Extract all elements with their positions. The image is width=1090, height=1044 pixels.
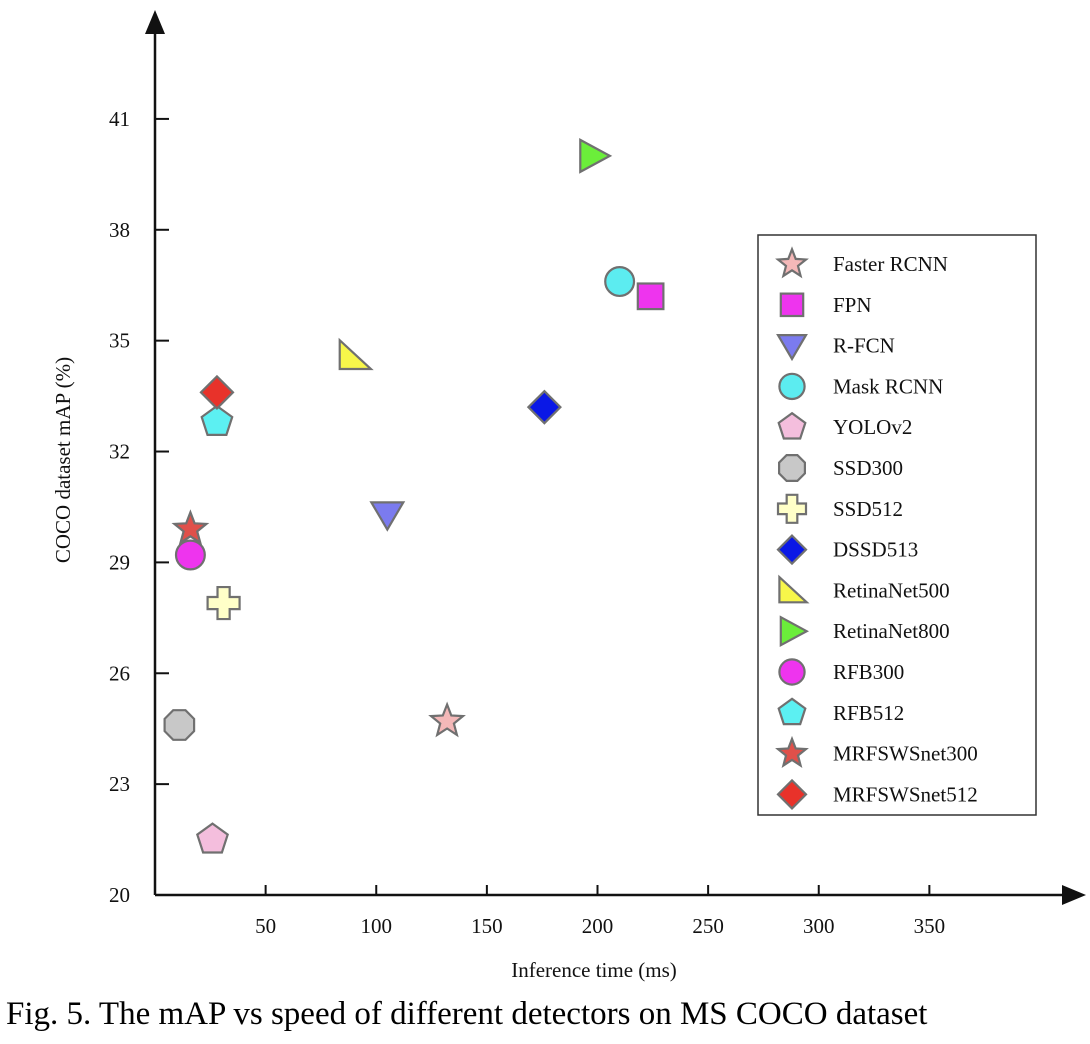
x-tick-label: 200 bbox=[582, 914, 614, 938]
y-tick-label: 26 bbox=[109, 661, 130, 685]
point-yolov2 bbox=[196, 822, 229, 854]
legend: Faster RCNN FPN R-FCN Mask RCNN YOLOv2 SSD300… bbox=[757, 234, 1037, 816]
point-rfb300 bbox=[174, 539, 206, 571]
y-tick-label: 23 bbox=[109, 772, 130, 796]
y-axis-arrow bbox=[145, 10, 165, 34]
y-tick-label: 32 bbox=[109, 440, 130, 464]
legend-label-rfb512: RFB512 bbox=[833, 701, 904, 725]
legend-marker-rfb512 bbox=[777, 697, 807, 726]
legend-marker-yolov2 bbox=[777, 411, 807, 440]
legend-marker-mrfswsnet300 bbox=[775, 735, 809, 768]
legend-label-retinanet500: RetinaNet500 bbox=[833, 578, 950, 602]
legend-marker-rfb300 bbox=[778, 658, 806, 686]
point-faster-rcnn bbox=[428, 701, 466, 738]
legend-marker-ssd512 bbox=[776, 493, 808, 524]
x-tick-label: 150 bbox=[471, 914, 503, 938]
y-tick-label: 29 bbox=[109, 550, 130, 574]
x-axis-arrow bbox=[1062, 885, 1086, 905]
legend-marker-faster-rcnn bbox=[775, 246, 809, 279]
legend-label-mrfswsnet512: MRFSWSnet512 bbox=[833, 782, 978, 806]
legend-label-ssd300: SSD300 bbox=[833, 456, 903, 480]
y-axis-title: COCO dataset mAP (%) bbox=[51, 357, 75, 563]
x-tick-label: 300 bbox=[803, 914, 835, 938]
point-retinanet500 bbox=[338, 337, 374, 371]
legend-marker-mrfswsnet512 bbox=[776, 778, 808, 810]
legend-label-mask-rcnn: Mask RCNN bbox=[833, 374, 943, 398]
scatter-chart: 50 100 150 200 250 300 350 20 23 26 29 32 35 38 41 In… bbox=[51, 10, 1086, 982]
legend-label-ssd512: SSD512 bbox=[833, 497, 903, 521]
x-tick-label: 100 bbox=[361, 914, 393, 938]
point-rfb512 bbox=[200, 404, 234, 436]
point-mrfswsnet512 bbox=[199, 374, 235, 410]
legend-label-r-fcn: R-FCN bbox=[833, 334, 895, 358]
legend-items: Faster RCNN FPN R-FCN Mask RCNN YOLOv2 SSD300… bbox=[775, 246, 978, 810]
point-mask-rcnn bbox=[604, 266, 636, 298]
data-points bbox=[163, 138, 665, 854]
legend-label-fpn: FPN bbox=[833, 293, 872, 317]
legend-marker-fpn bbox=[779, 292, 805, 318]
y-tick-label: 35 bbox=[109, 329, 130, 353]
point-retinanet800 bbox=[579, 138, 613, 174]
legend-marker-dssd513 bbox=[776, 534, 808, 566]
point-mrfswsnet300 bbox=[171, 509, 210, 546]
legend-label-rfb300: RFB300 bbox=[833, 660, 904, 684]
x-tick-label: 250 bbox=[692, 914, 724, 938]
x-tick-label: 350 bbox=[914, 914, 946, 938]
point-fpn bbox=[636, 282, 665, 311]
y-ticks: 20 23 26 29 32 35 38 41 bbox=[109, 107, 169, 907]
x-ticks: 50 100 150 200 250 300 350 bbox=[255, 885, 945, 938]
axes bbox=[145, 10, 1086, 905]
x-axis-title: Inference time (ms) bbox=[511, 958, 677, 982]
y-tick-label: 38 bbox=[109, 218, 130, 242]
legend-label-retinanet800: RetinaNet800 bbox=[833, 619, 950, 643]
point-dssd513 bbox=[526, 389, 562, 425]
legend-marker-ssd300 bbox=[777, 454, 807, 482]
legend-marker-mask-rcnn bbox=[778, 372, 806, 401]
figure-caption: Fig. 5. The mAP vs speed of different de… bbox=[6, 996, 928, 1032]
y-tick-label: 41 bbox=[109, 107, 130, 131]
legend-marker-r-fcn bbox=[776, 334, 808, 362]
x-tick-label: 50 bbox=[255, 914, 276, 938]
y-tick-label: 20 bbox=[109, 883, 130, 907]
legend-marker-retinanet800 bbox=[779, 615, 810, 648]
legend-marker-retinanet500 bbox=[778, 574, 810, 604]
point-r-fcn bbox=[369, 501, 406, 532]
legend-label-dssd513: DSSD513 bbox=[833, 538, 918, 562]
legend-label-mrfswsnet300: MRFSWSnet300 bbox=[833, 742, 978, 766]
legend-box bbox=[757, 234, 1037, 816]
legend-label-faster-rcnn: Faster RCNN bbox=[833, 252, 948, 276]
point-ssd300 bbox=[163, 709, 196, 741]
legend-label-yolov2: YOLOv2 bbox=[833, 415, 912, 439]
point-ssd512 bbox=[206, 585, 241, 621]
